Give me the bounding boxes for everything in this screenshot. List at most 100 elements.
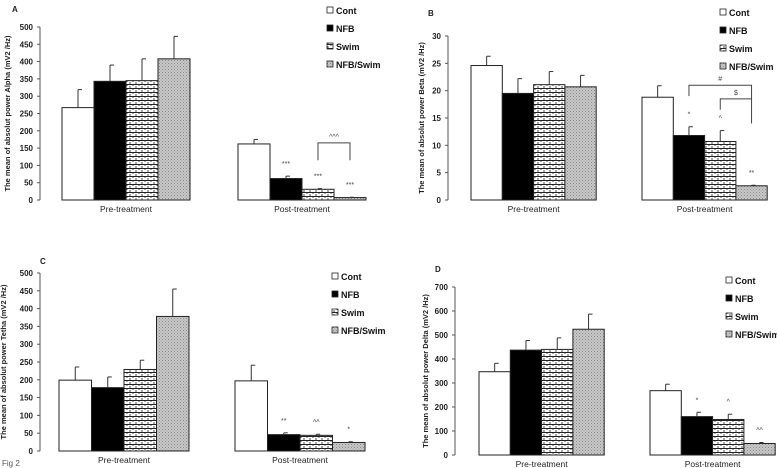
significance-mark: * xyxy=(688,112,691,119)
legend-swatch xyxy=(331,272,339,280)
legend-label: Swim xyxy=(735,312,759,322)
panel-c: C 0 50 100 150 200 250 300 350 400 450 500 The mean … xyxy=(0,257,386,465)
x-category-label: Pre-treatment xyxy=(508,204,561,214)
legend-swatch xyxy=(331,290,339,298)
figure-label: Fig 2 xyxy=(2,459,20,468)
legend: Cont NFB Swim NFB/Swim xyxy=(331,272,386,336)
y-tick-label: 300 xyxy=(20,340,34,349)
y-axis-label: The mean of absolut power Tetha (mV2 /Hz… xyxy=(0,284,8,439)
y-tick-label: 5 xyxy=(437,169,442,178)
y-tick-label: 200 xyxy=(20,127,34,136)
bracket-label: # xyxy=(718,76,722,83)
significance-mark: ^ xyxy=(719,116,723,123)
x-category-label: Post-treatment xyxy=(685,459,741,468)
y-tick-label: 300 xyxy=(20,92,34,101)
legend-label: Cont xyxy=(341,272,362,282)
panel-b: B 0 5 10 15 20 25 30 The mean of absolut power B… xyxy=(417,8,774,214)
y-tick-label: 0 xyxy=(444,451,449,460)
bar-cont xyxy=(470,65,503,201)
y-tick-label: 500 xyxy=(20,23,34,32)
legend-swatch xyxy=(326,6,334,14)
y-tick-label: 350 xyxy=(20,75,34,84)
panel-a: A 0 50 100 150 200 250 300 350 400 450 500 The mean … xyxy=(3,5,381,214)
y-tick-label: 200 xyxy=(20,376,34,385)
legend-swatch xyxy=(719,8,727,16)
legend-swatch xyxy=(725,330,733,338)
y-tick-label: 0 xyxy=(29,196,34,205)
y-tick-label: 15 xyxy=(432,114,441,123)
bar-swim xyxy=(712,418,745,456)
y-tick-label: 150 xyxy=(20,394,34,403)
y-tick-label: 600 xyxy=(435,307,449,316)
bar-swim xyxy=(125,80,159,201)
significance-mark: ^ xyxy=(727,399,731,406)
legend-swatch xyxy=(331,308,339,316)
y-tick-label: 0 xyxy=(29,447,34,456)
significance-bracket xyxy=(317,142,351,161)
y-tick-label: 50 xyxy=(24,429,33,438)
y-tick-label: 20 xyxy=(432,87,441,96)
legend-label: NFB xyxy=(735,294,754,304)
significance-mark: ** xyxy=(281,418,287,425)
bar-cont xyxy=(641,96,674,201)
legend-swatch xyxy=(326,42,334,50)
bar-nfb xyxy=(509,349,543,456)
bar-cont xyxy=(478,371,511,456)
significance-mark: * xyxy=(347,427,350,434)
y-axis-label: The mean of absolut power Delta (mV2 /Hz… xyxy=(421,294,430,448)
y-tick-label: 0 xyxy=(437,196,442,205)
y-tick-label: 250 xyxy=(20,358,34,367)
significance-mark: ^^ xyxy=(756,428,763,435)
legend-label: NFB/Swim xyxy=(341,326,386,336)
y-axis-label: The mean of absolut power Alpha (mV2 /Hz… xyxy=(3,35,12,191)
legend-label: Cont xyxy=(729,8,750,18)
bar-nfb-swim xyxy=(735,185,768,201)
legend-label: NFB xyxy=(729,26,748,36)
y-tick-label: 700 xyxy=(435,283,449,292)
y-tick-label: 250 xyxy=(20,110,34,119)
bar-nfb-swim xyxy=(572,328,605,456)
y-tick-label: 30 xyxy=(432,32,441,41)
legend-swatch xyxy=(331,326,339,334)
bar-swim xyxy=(301,188,335,201)
y-tick-label: 400 xyxy=(435,355,449,364)
legend-swatch xyxy=(719,26,727,34)
y-tick-label: 500 xyxy=(435,331,449,340)
y-tick-label: 100 xyxy=(20,161,34,170)
x-category-label: Pre-treatment xyxy=(98,455,151,465)
y-tick-label: 500 xyxy=(20,269,34,278)
bar-cont xyxy=(649,390,682,456)
legend: Cont NFB Swim NFB/Swim xyxy=(719,8,774,72)
x-category-label: Pre-treatment xyxy=(100,204,153,214)
y-tick-label: 450 xyxy=(20,287,34,296)
bar-nfb xyxy=(501,92,535,201)
significance-mark: *** xyxy=(346,182,354,189)
y-tick-label: 100 xyxy=(20,411,34,420)
panel-letter: C xyxy=(40,257,46,266)
legend-label: Swim xyxy=(336,42,360,52)
legend-label: NFB/Swim xyxy=(729,62,774,72)
y-tick-label: 25 xyxy=(432,59,441,68)
bar-cont xyxy=(234,380,268,452)
panel-letter: A xyxy=(12,5,18,14)
y-tick-label: 300 xyxy=(435,379,449,388)
bar-swim xyxy=(541,348,574,456)
y-tick-label: 350 xyxy=(20,322,34,331)
panel-letter: D xyxy=(435,265,441,274)
y-tick-label: 100 xyxy=(435,427,449,436)
bar-nfb-swim xyxy=(333,197,367,201)
significance-bracket xyxy=(688,84,753,124)
bar-swim xyxy=(704,141,737,201)
y-tick-label: 10 xyxy=(432,141,441,150)
y-tick-label: 400 xyxy=(20,58,34,67)
bar-cont xyxy=(237,143,271,201)
y-tick-label: 50 xyxy=(24,179,33,188)
legend-label: Swim xyxy=(341,308,365,318)
bar-cont xyxy=(61,107,95,201)
bar-swim xyxy=(123,368,157,452)
legend-label: Cont xyxy=(735,276,756,286)
legend-swatch xyxy=(326,60,334,68)
bar-nfb xyxy=(672,134,706,201)
bracket-label: $ xyxy=(734,90,738,97)
legend-swatch xyxy=(725,276,733,284)
